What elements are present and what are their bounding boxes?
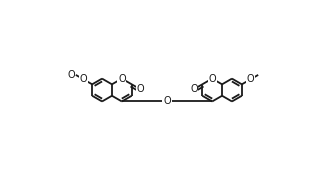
Text: O: O [80, 74, 88, 85]
Text: O: O [67, 70, 75, 80]
Text: O: O [118, 74, 126, 84]
Text: O: O [208, 74, 216, 84]
Text: O: O [190, 84, 198, 94]
Text: O: O [136, 84, 144, 94]
Text: O: O [246, 74, 254, 85]
Text: O: O [163, 96, 171, 106]
